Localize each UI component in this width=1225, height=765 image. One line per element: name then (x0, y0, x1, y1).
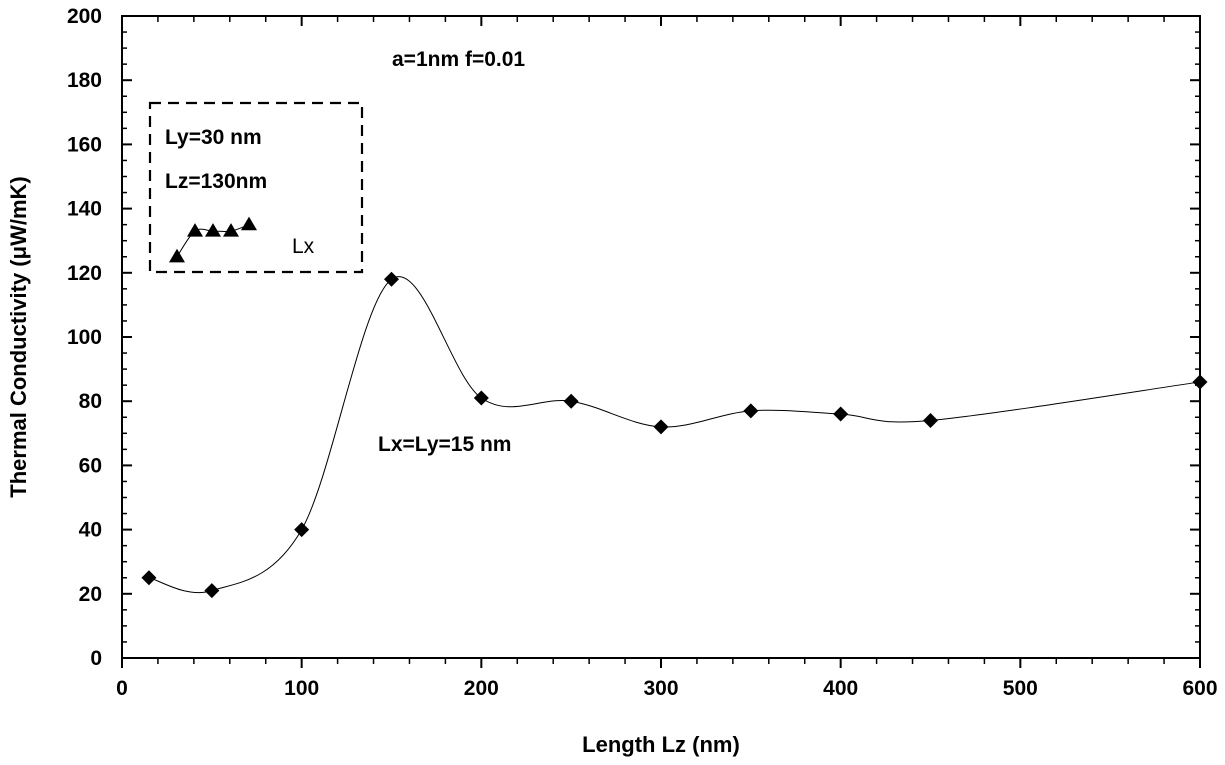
inset-axis-label: Lx (292, 235, 315, 258)
inset-data-point (205, 223, 221, 237)
x-tick-label: 500 (1003, 677, 1038, 700)
y-tick-label: 80 (79, 390, 102, 413)
y-tick-label: 120 (67, 262, 102, 285)
data-point (294, 522, 310, 538)
inset-data-point (241, 216, 257, 231)
inset-frame (148, 101, 364, 274)
x-axis-title: Length Lz (nm) (582, 732, 740, 757)
data-point (384, 271, 399, 287)
data-points (141, 271, 1208, 599)
y-tick-label: 60 (79, 454, 102, 477)
y-tick-label: 20 (79, 583, 102, 606)
x-tick-label: 300 (643, 677, 678, 700)
data-point (563, 393, 579, 409)
inset: Ly=30 nm Lz=130nm Lx (148, 101, 364, 274)
x-axis-ticks (121, 16, 1201, 668)
y-tick-label: 200 (67, 5, 102, 28)
data-point (473, 390, 489, 406)
y-axis-title: Thermal Conductivity (μW/mK) (6, 176, 31, 497)
annotation-params: a=1nm f=0.01 (392, 48, 525, 71)
inset-data-point (187, 223, 203, 237)
x-tick-label: 200 (464, 677, 499, 700)
data-point (743, 403, 759, 419)
inset-data-points (169, 216, 257, 263)
inset-line-1: Ly=30 nm (165, 126, 262, 149)
y-tick-label: 100 (67, 326, 102, 349)
inset-line-2: Lz=130nm (165, 170, 267, 193)
data-point (1192, 374, 1208, 390)
data-point (653, 419, 669, 435)
y-axis-ticks (122, 15, 1200, 659)
data-point (204, 583, 220, 599)
x-axis-tick-labels: 0 100 200 300 400 500 600 (116, 677, 1217, 700)
y-tick-label: 160 (67, 133, 102, 156)
data-point (923, 412, 938, 428)
y-tick-label: 180 (67, 69, 102, 92)
y-tick-label: 140 (67, 198, 102, 221)
x-tick-label: 400 (823, 677, 858, 700)
inset-data-point (169, 248, 185, 263)
x-tick-label: 100 (284, 677, 319, 700)
y-axis-tick-labels: 0 20 40 60 80 100 120 140 160 180 200 (67, 5, 102, 670)
y-tick-label: 0 (90, 647, 102, 670)
annotation-series-label: Lx=Ly=15 nm (378, 433, 511, 456)
x-tick-label: 600 (1182, 677, 1217, 700)
y-tick-label: 40 (79, 519, 102, 542)
inset-data-point (223, 223, 239, 237)
x-tick-label: 0 (116, 677, 128, 700)
data-point (833, 406, 849, 422)
data-point (141, 570, 157, 586)
